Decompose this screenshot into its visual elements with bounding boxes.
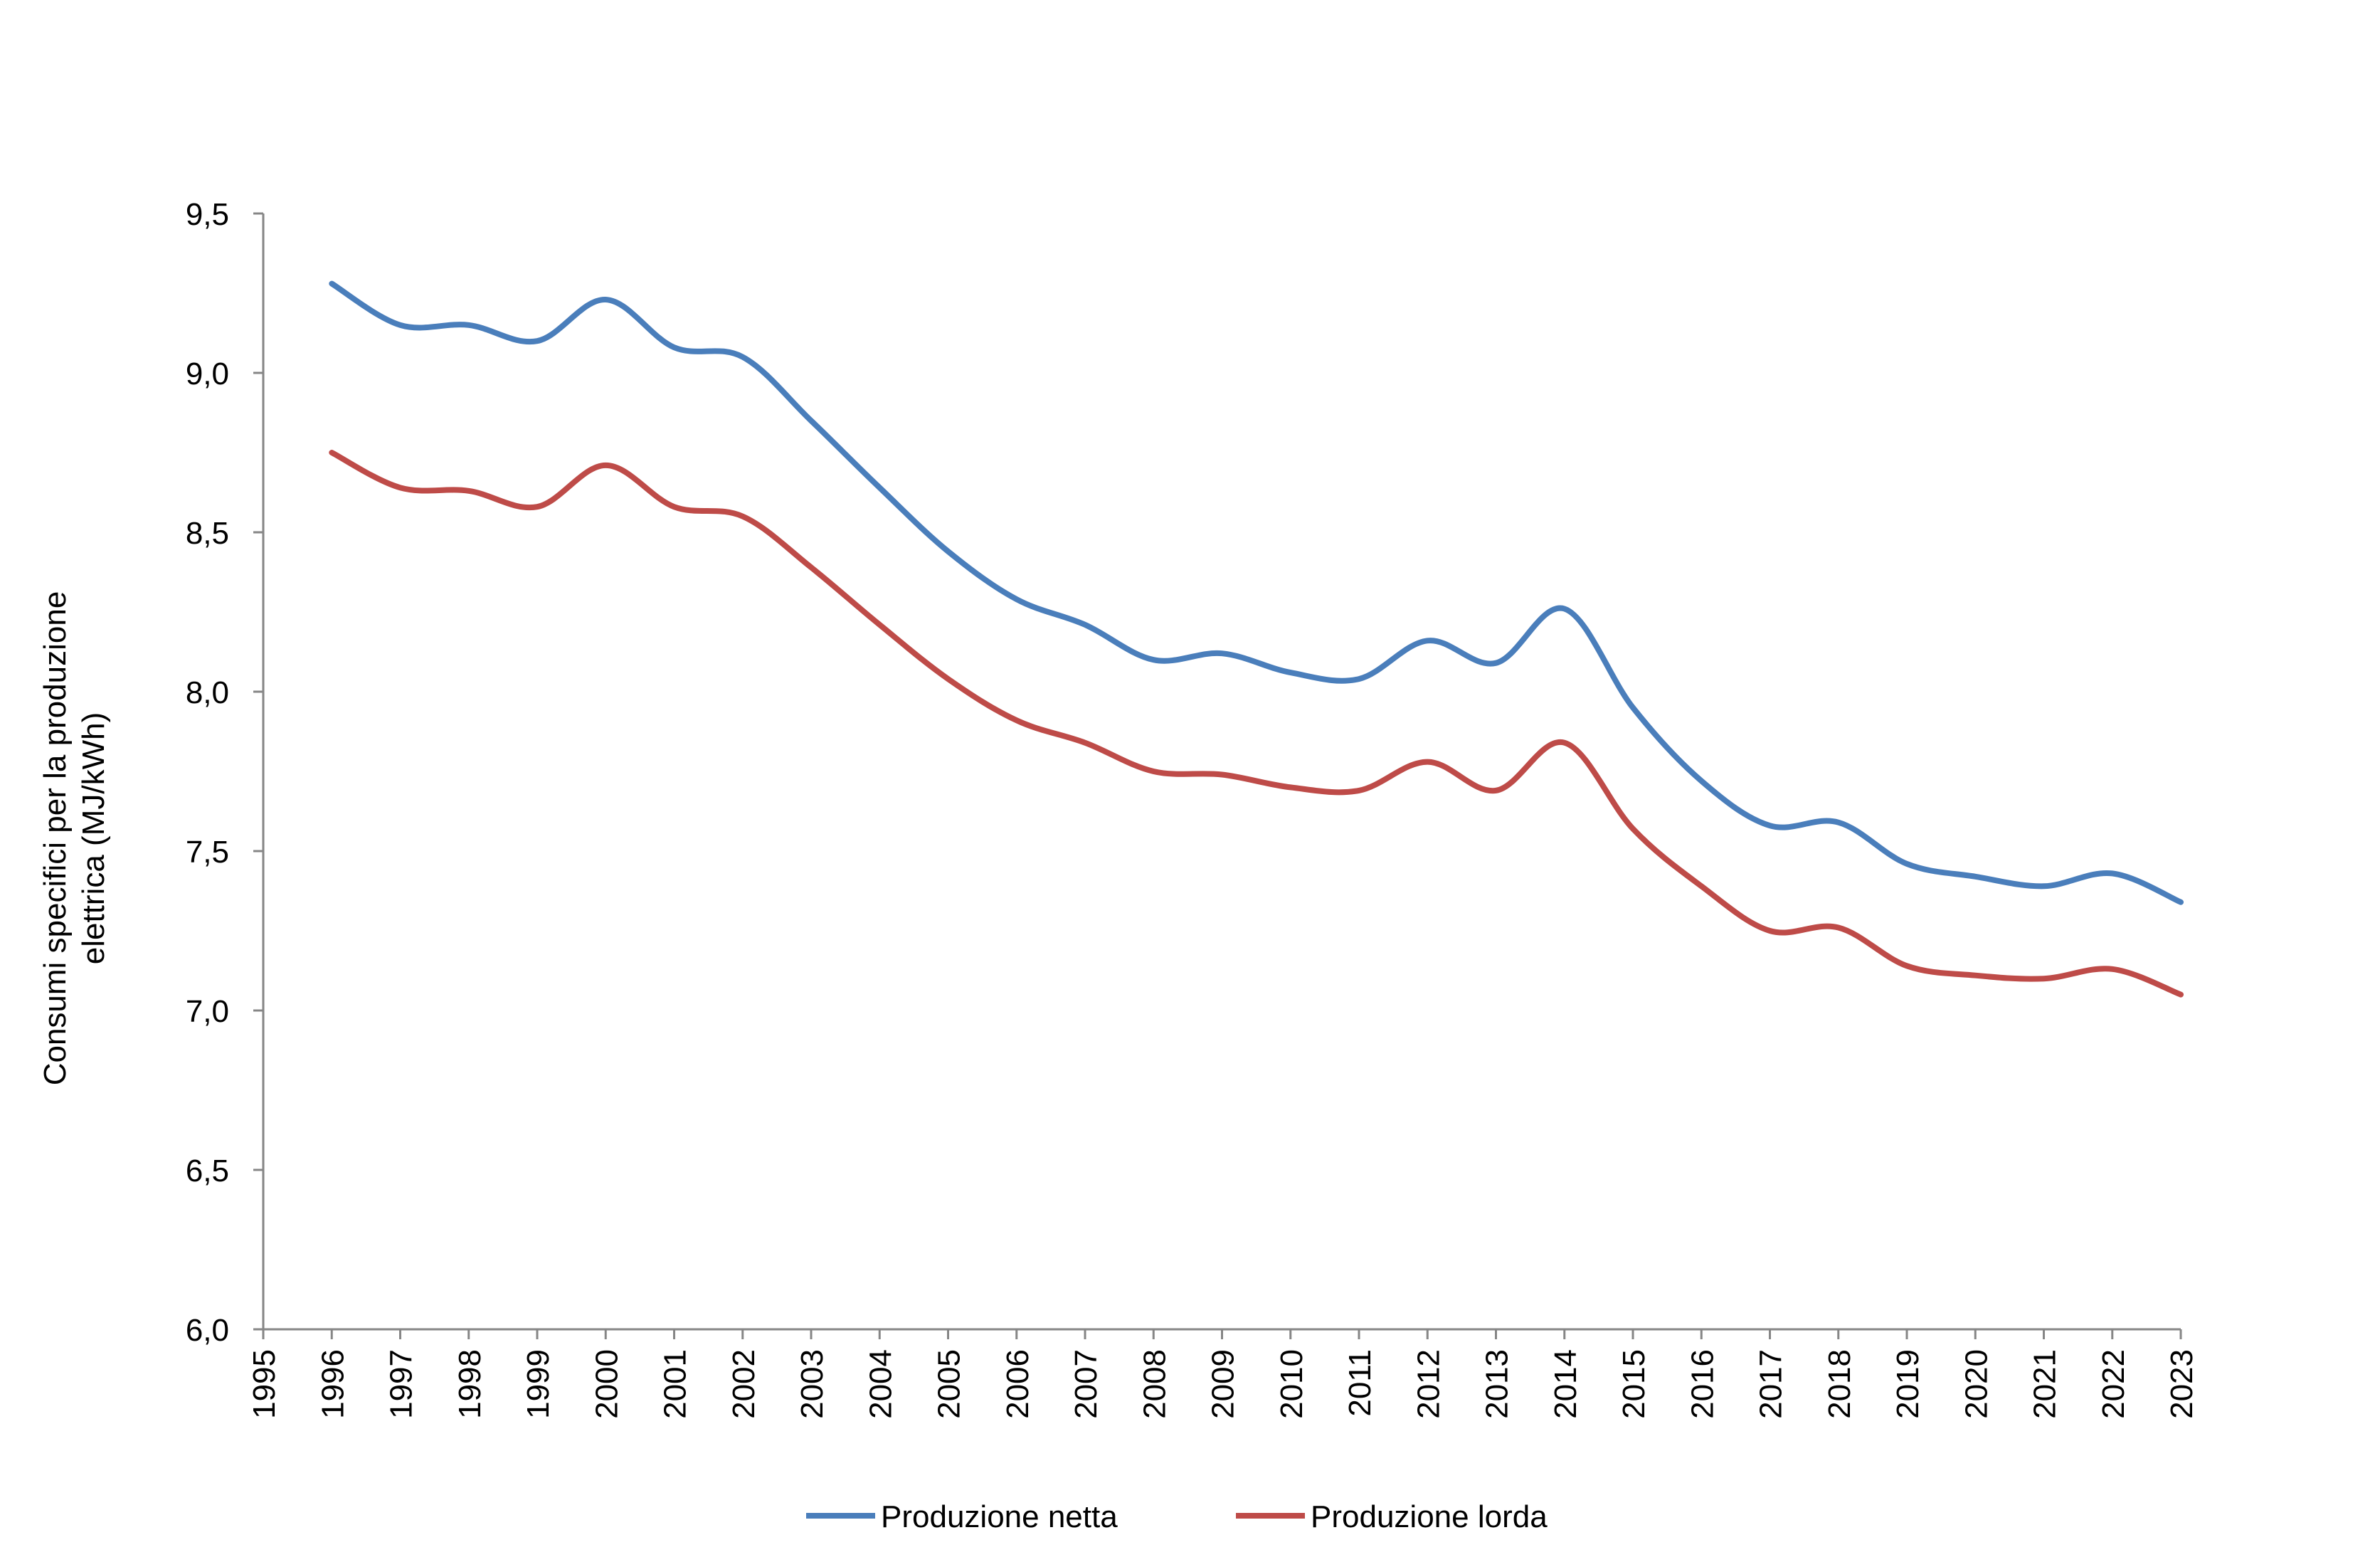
x-tick-label: 2002 [726,1349,761,1419]
x-tick-label: 2015 [1617,1349,1651,1419]
y-axis-title-line-1: Consumi specifici per la produzione [38,591,73,1086]
x-tick-label: 2018 [1822,1349,1857,1419]
x-tick-label: 2017 [1754,1349,1789,1419]
x-tick-label: 2001 [658,1349,693,1419]
x-tick-label: 2006 [1000,1349,1035,1419]
x-tick-label: 2021 [2028,1349,2063,1419]
legend: Produzione netta Produzione lorda [806,1499,1548,1534]
x-tick-label: 2011 [1343,1349,1377,1417]
x-tick-label: 2004 [863,1349,898,1419]
y-tick-label: 8,0 [186,675,229,710]
y-axis: 6,0 6,5 7,0 7,5 8,0 8,5 9,0 9,5 [186,197,265,1348]
x-tick-label: 2023 [2164,1349,2199,1419]
y-tick-label: 9,5 [186,197,229,232]
x-tick-label: 1998 [453,1349,487,1419]
x-tick-label: 2016 [1685,1349,1720,1419]
x-tick-label: 1996 [315,1349,350,1419]
x-tick-label: 2013 [1480,1349,1515,1419]
x-tick-label: 1995 [247,1349,282,1419]
x-tick-label: 1999 [521,1349,556,1419]
y-tick-label: 6,5 [186,1154,229,1188]
y-axis-title-line-2: elettrica (MJ/kWh) [76,712,111,964]
x-tick-label: 2022 [2096,1349,2131,1419]
x-tick-label: 2019 [1890,1349,1925,1419]
x-tick-label: 2003 [795,1349,830,1419]
x-tick-label: 2005 [932,1349,967,1419]
x-tick-label: 2014 [1548,1349,1583,1419]
plot-series [329,280,2184,998]
legend-label-produzione-lorda: Produzione lorda [1311,1499,1548,1534]
y-axis-title: Consumi specifici per la produzione elet… [38,591,111,1086]
x-tick-label: 2000 [589,1349,624,1419]
y-tick-label: 7,0 [186,994,229,1029]
x-tick-label: 2012 [1411,1349,1446,1419]
y-tick-label: 9,0 [186,357,229,391]
x-tick-label: 2008 [1137,1349,1172,1419]
legend-label-produzione-netta: Produzione netta [881,1499,1118,1534]
x-tick-label: 1997 [384,1349,419,1419]
x-tick-label: 2010 [1274,1349,1309,1419]
x-tick-label: 2020 [1959,1349,1994,1419]
series-line-produzione-netta [329,280,2184,905]
x-tick-label: 2007 [1069,1349,1104,1419]
y-tick-label: 6,0 [186,1313,229,1348]
series-line-produzione-lorda [329,450,2184,998]
x-axis: 1995 1996 1997 1998 1999 2000 2001 2002 2003 2004… [247,1328,2199,1419]
y-tick-label: 7,5 [186,835,229,870]
x-tick-label: 2009 [1206,1349,1241,1419]
y-tick-label: 8,5 [186,516,229,551]
